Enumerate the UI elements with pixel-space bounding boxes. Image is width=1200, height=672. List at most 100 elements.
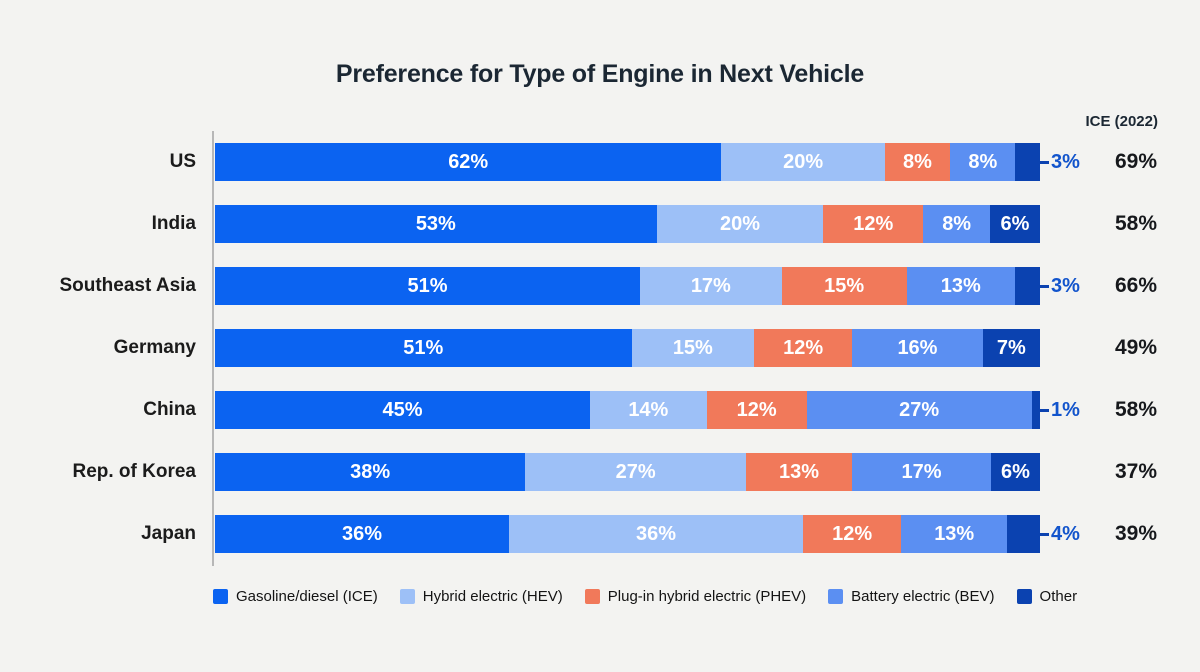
bar-track: 51% 15% 12% 16% 7% xyxy=(215,329,1040,367)
segment-value-label: 13% xyxy=(779,460,820,483)
bar-segment-battery-electric-bev: 17% xyxy=(852,453,991,491)
bar-segment-plug-in-hybrid-electric-phev: 12% xyxy=(823,205,924,243)
bar-segment-hybrid-electric-hev: 15% xyxy=(631,329,755,367)
bar-track: 51% 17% 15% 13% xyxy=(215,267,1040,305)
segment-value-label: 7% xyxy=(996,336,1026,359)
chart-rows: US 62% 20% 8% 8% 3% 69% India 53% 20% 12% 8% 6% 58% So… xyxy=(0,131,1200,565)
bar-segment-hybrid-electric-hev: 20% xyxy=(656,205,824,243)
bar-segment-gasoline-diesel-ice: 51% xyxy=(215,267,640,305)
legend-label: Battery electric (BEV) xyxy=(851,588,995,605)
bar-segment-other xyxy=(1007,515,1040,553)
legend-label: Gasoline/diesel (ICE) xyxy=(236,588,378,605)
bar-segment-plug-in-hybrid-electric-phev: 15% xyxy=(781,267,907,305)
chart-row: China 45% 14% 12% 27% 1% 58% xyxy=(0,379,1200,441)
legend-swatch xyxy=(399,589,415,604)
bar-track: 53% 20% 12% 8% 6% xyxy=(215,205,1040,243)
bar-segment-other xyxy=(1031,391,1040,429)
bar-segment-other: 6% xyxy=(989,205,1040,243)
bar-segment-plug-in-hybrid-electric-phev: 12% xyxy=(803,515,902,553)
legend-swatch xyxy=(1016,589,1032,604)
bar-segment-battery-electric-bev: 8% xyxy=(950,143,1016,181)
segment-value-label: 62% xyxy=(448,150,489,173)
bar-track: 45% 14% 12% 27% xyxy=(215,391,1040,429)
legend-item: Gasoline/diesel (ICE) xyxy=(213,588,378,605)
bar-segment-battery-electric-bev: 16% xyxy=(852,329,983,367)
outside-value-label: 3% xyxy=(1051,274,1080,297)
outside-value-label: 3% xyxy=(1051,150,1080,173)
segment-value-label: 17% xyxy=(901,460,942,483)
chart-row: US 62% 20% 8% 8% 3% 69% xyxy=(0,131,1200,193)
chart-row: Japan 36% 36% 12% 13% 4% 39% xyxy=(0,503,1200,565)
ice-2022-value: 66% xyxy=(1114,274,1157,297)
chart-row: Rep. of Korea 38% 27% 13% 17% 6% 37% xyxy=(0,441,1200,503)
bar-segment-hybrid-electric-hev: 17% xyxy=(640,267,782,305)
connector-line xyxy=(1040,408,1049,412)
connector-line xyxy=(1040,160,1049,164)
legend: Gasoline/diesel (ICE) Hybrid electric (HE… xyxy=(213,588,1173,605)
bar-segment-other xyxy=(1015,143,1040,181)
segment-value-label: 12% xyxy=(783,336,824,359)
connector-line xyxy=(1040,284,1049,288)
plot-area: US 62% 20% 8% 8% 3% 69% India 53% 20% 12% 8% 6% 58% So… xyxy=(0,131,1200,566)
bar-segment-hybrid-electric-hev: 20% xyxy=(721,143,885,181)
bar-segment-battery-electric-bev: 8% xyxy=(923,205,990,243)
segment-value-label: 13% xyxy=(940,274,981,297)
category-label: India xyxy=(151,213,196,234)
segment-value-label: 15% xyxy=(672,336,713,359)
bar-segment-gasoline-diesel-ice: 38% xyxy=(215,453,526,491)
bar-segment-gasoline-diesel-ice: 53% xyxy=(215,205,657,243)
segment-value-label: 51% xyxy=(403,336,444,359)
bar-segment-other xyxy=(1014,267,1040,305)
segment-value-label: 8% xyxy=(903,150,932,173)
bar-segment-hybrid-electric-hev: 14% xyxy=(590,391,707,429)
outside-value: 1% xyxy=(1040,399,1080,422)
legend-label: Other xyxy=(1039,588,1078,605)
ice-2022-column-header: ICE (2022) xyxy=(1085,113,1158,130)
segment-value-label: 16% xyxy=(897,336,938,359)
segment-value-label: 15% xyxy=(824,274,865,297)
segment-value-label: 45% xyxy=(382,398,423,421)
legend-swatch xyxy=(584,589,600,604)
ice-2022-value: 49% xyxy=(1114,336,1157,359)
bar-track: 36% 36% 12% 13% xyxy=(215,515,1040,553)
segment-value-label: 12% xyxy=(853,212,894,235)
segment-value-label: 51% xyxy=(407,274,448,297)
legend-label: Plug-in hybrid electric (PHEV) xyxy=(607,588,807,605)
segment-value-label: 53% xyxy=(415,212,456,235)
category-label: China xyxy=(143,399,196,420)
legend-swatch xyxy=(828,589,844,604)
ice-2022-value: 39% xyxy=(1114,522,1157,545)
legend-item: Other xyxy=(1016,588,1078,605)
outside-value: 4% xyxy=(1040,523,1080,546)
legend-swatch xyxy=(213,589,228,604)
legend-item: Battery electric (BEV) xyxy=(828,588,995,605)
bar-segment-plug-in-hybrid-electric-phev: 13% xyxy=(745,453,853,491)
segment-value-label: 12% xyxy=(736,398,777,421)
ice-2022-value: 58% xyxy=(1114,398,1157,421)
segment-value-label: 6% xyxy=(1000,212,1030,235)
bar-segment-other: 7% xyxy=(982,329,1040,367)
bar-segment-gasoline-diesel-ice: 51% xyxy=(215,329,632,367)
category-label: Southeast Asia xyxy=(59,275,196,296)
bar-segment-plug-in-hybrid-electric-phev: 12% xyxy=(706,391,807,429)
segment-value-label: 27% xyxy=(615,460,656,483)
outside-value-label: 4% xyxy=(1051,522,1080,545)
segment-value-label: 38% xyxy=(350,460,391,483)
bar-segment-gasoline-diesel-ice: 36% xyxy=(215,515,510,553)
outside-value: 3% xyxy=(1040,275,1080,298)
category-label: Germany xyxy=(113,337,196,358)
bar-segment-hybrid-electric-hev: 27% xyxy=(525,453,746,491)
category-label: US xyxy=(169,151,196,172)
bar-segment-gasoline-diesel-ice: 45% xyxy=(215,391,590,429)
legend-item: Plug-in hybrid electric (PHEV) xyxy=(584,588,807,605)
ice-2022-value: 37% xyxy=(1114,460,1157,483)
outside-value: 3% xyxy=(1040,151,1080,174)
bar-segment-battery-electric-bev: 13% xyxy=(901,515,1008,553)
chart-title: Preference for Type of Engine in Next Ve… xyxy=(335,60,865,88)
category-label: Rep. of Korea xyxy=(72,461,196,482)
bar-segment-battery-electric-bev: 13% xyxy=(906,267,1015,305)
bar-track: 38% 27% 13% 17% 6% xyxy=(215,453,1040,491)
ice-2022-value: 69% xyxy=(1114,150,1157,173)
bar-segment-gasoline-diesel-ice: 62% xyxy=(215,143,722,181)
